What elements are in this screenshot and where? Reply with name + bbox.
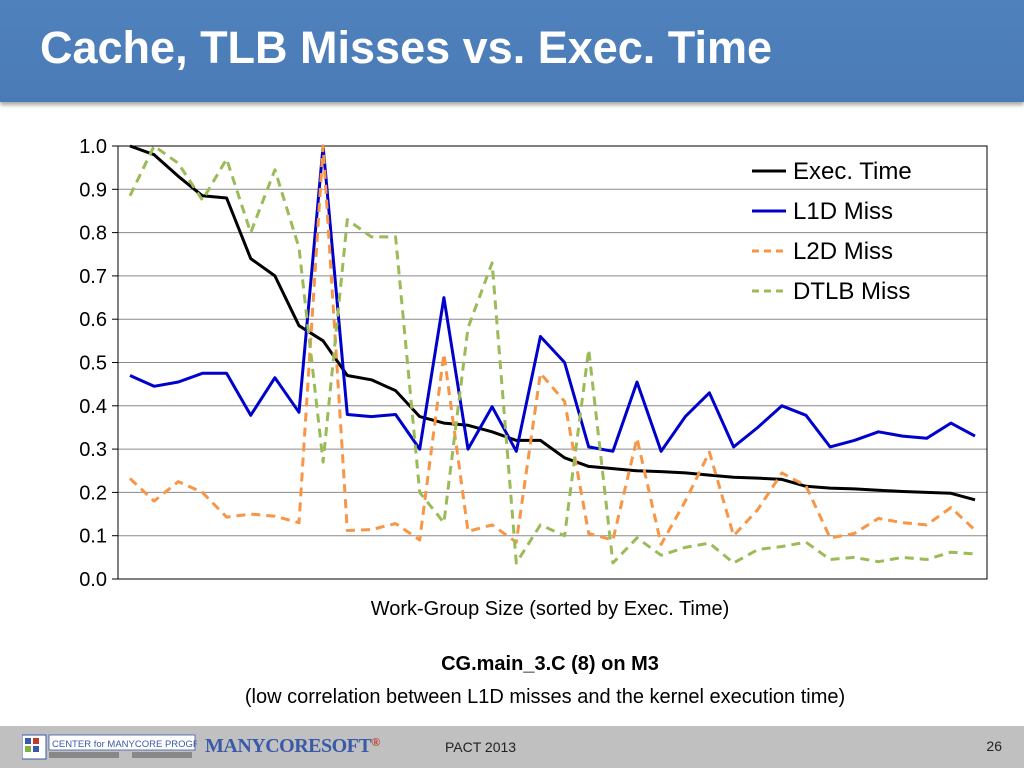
footer-bar: CENTER for MANYCORE PROGRAMMING MANYCORE… bbox=[0, 726, 1024, 768]
series-line-dtlb-miss bbox=[128, 144, 976, 565]
x-axis-label: Work-Group Size (sorted by Exec. Time) bbox=[370, 598, 730, 620]
axes bbox=[112, 145, 988, 580]
logo-cmp-text: CENTER for MANYCORE PROGRAMMING bbox=[52, 739, 197, 750]
slide-number: 26 bbox=[986, 738, 1002, 754]
logo-mcs-text: MANYCORESOFT bbox=[205, 735, 372, 757]
center-manycore-programming-logo: CENTER for MANYCORE PROGRAMMING bbox=[22, 734, 197, 760]
line-chart: 0.0 0.1 0.2 0.3 0.4 0.5 0.6 0.7 0.8 0.9 1.0 Exec. … bbox=[79, 136, 988, 591]
legend-label-dtlb-miss: DTLB Miss bbox=[793, 278, 910, 305]
y-tick-label: 0.0 bbox=[79, 569, 107, 591]
y-tick-label: 0.4 bbox=[79, 396, 107, 418]
y-tick-label: 0.3 bbox=[79, 439, 107, 461]
legend-label-exec-time: Exec. Time bbox=[793, 158, 912, 185]
y-tick-label: 0.8 bbox=[79, 223, 107, 245]
y-tick-label: 0.6 bbox=[79, 309, 107, 331]
manycoresoft-logo: MANYCORESOFT® bbox=[205, 735, 380, 758]
y-tick-label: 0.2 bbox=[79, 482, 107, 504]
chart-caption: (low correlation between L1D misses and … bbox=[244, 686, 846, 708]
y-tick-labels: 0.0 0.1 0.2 0.3 0.4 0.5 0.6 0.7 0.8 0.9 1.0 bbox=[79, 136, 107, 591]
series-lines bbox=[128, 144, 977, 565]
legend: Exec. Time L1D Miss L2D Miss DTLB Miss bbox=[752, 158, 912, 305]
series-line-l1d-miss bbox=[129, 144, 976, 453]
y-tick-label: 1.0 bbox=[79, 136, 107, 158]
series-line-l2d-miss bbox=[128, 144, 977, 546]
footer-conference: PACT 2013 bbox=[445, 739, 517, 755]
y-tick-label: 0.9 bbox=[79, 179, 107, 201]
legend-label-l1d-miss: L1D Miss bbox=[793, 198, 893, 225]
legend-label-l2d-miss: L2D Miss bbox=[793, 238, 893, 265]
y-tick-label: 0.7 bbox=[79, 266, 107, 288]
y-tick-label: 0.1 bbox=[79, 526, 107, 548]
logo-mcs-mark: ® bbox=[371, 735, 380, 749]
title-bar: Cache, TLB Misses vs. Exec. Time bbox=[0, 0, 1024, 102]
chart-subtitle: CG.main_3.C (8) on M3 bbox=[441, 653, 659, 675]
plot-frame bbox=[117, 145, 988, 580]
series-line-exec-time bbox=[129, 144, 976, 502]
y-tick-label: 0.5 bbox=[79, 353, 107, 375]
slide-title: Cache, TLB Misses vs. Exec. Time bbox=[40, 22, 773, 73]
